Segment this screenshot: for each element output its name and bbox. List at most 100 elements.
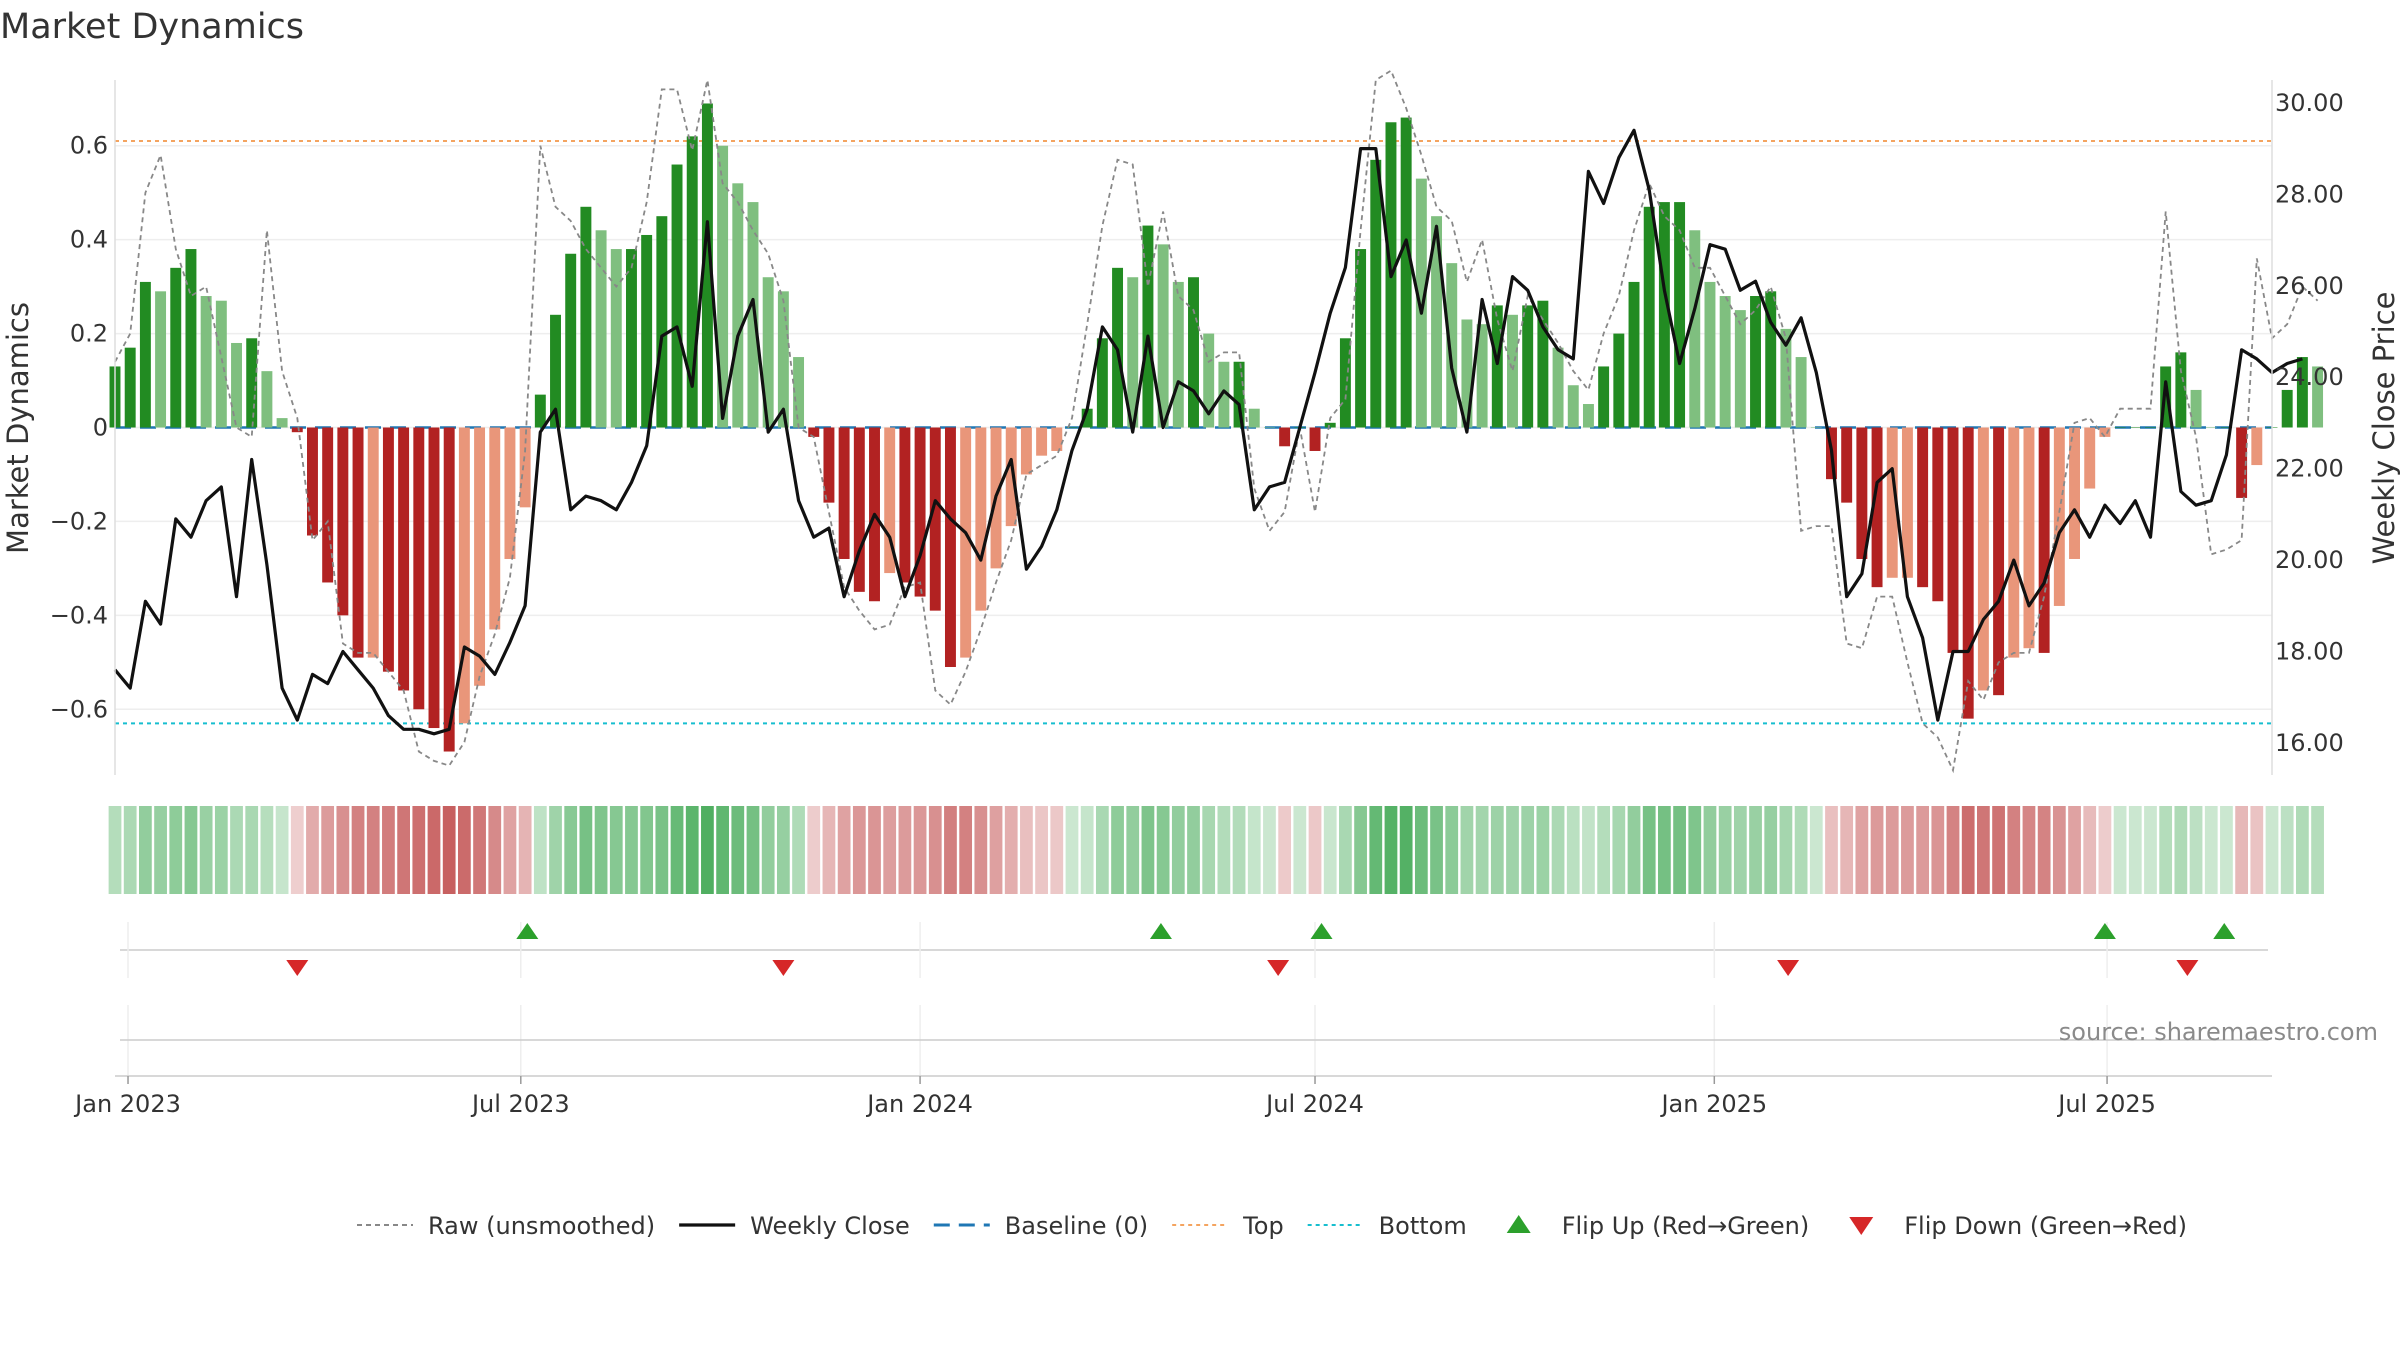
dynamics-bar bbox=[1886, 427, 1898, 578]
legend-item-close: Weekly Close bbox=[679, 1212, 910, 1240]
regime-strip-cell bbox=[1718, 806, 1732, 894]
regime-strip-cell bbox=[290, 806, 304, 894]
regime-strip bbox=[108, 806, 2324, 894]
dynamics-bar bbox=[1020, 427, 1032, 475]
regime-strip-cell bbox=[1080, 806, 1094, 894]
regime-strip-cell bbox=[1551, 806, 1565, 894]
regime-strip-cell bbox=[260, 806, 274, 894]
dynamics-bar bbox=[2069, 427, 2080, 559]
regime-strip-cell bbox=[1597, 806, 1611, 894]
regime-strip-cell bbox=[1202, 806, 1216, 894]
dynamics-bar bbox=[580, 206, 592, 428]
regime-strip-cell bbox=[2113, 806, 2127, 894]
close-line bbox=[113, 128, 2303, 736]
regime-strip-cell bbox=[139, 806, 152, 894]
dynamics-bar bbox=[1947, 427, 1959, 653]
regime-strip-cell bbox=[944, 806, 957, 894]
regime-strip-cell bbox=[1126, 806, 1140, 894]
regime-strip-cell bbox=[837, 806, 851, 894]
dynamics-bar bbox=[1522, 305, 1534, 428]
flip-up-marker bbox=[2213, 923, 2236, 939]
dynamics-bar bbox=[656, 216, 668, 428]
bottom-panel bbox=[115, 1005, 2272, 1077]
regime-strip-cell bbox=[1733, 806, 1747, 894]
regime-strip-cell bbox=[2007, 806, 2021, 894]
dynamics-bar bbox=[2114, 427, 2126, 428]
regime-strip-cell bbox=[1111, 806, 1124, 894]
dynamics-bar bbox=[1066, 427, 1078, 428]
dynamics-bar bbox=[352, 427, 364, 658]
left-tick-label: 0.2 bbox=[70, 320, 108, 348]
dynamics-bar bbox=[1780, 328, 1792, 428]
dynamics-bar bbox=[1461, 319, 1473, 428]
dynamics-bar bbox=[2099, 427, 2111, 437]
legend-label: Top bbox=[1242, 1212, 1284, 1240]
dynamics-bar bbox=[2205, 427, 2217, 428]
legend-item-flipdown: Flip Down (Green→Red) bbox=[1849, 1212, 2187, 1240]
x-axis: Jan 2023 Jul 2023 Jan 2024 Jul 2024 Jan 2025… bbox=[73, 1076, 2156, 1118]
regime-strip-cell bbox=[883, 806, 897, 894]
dynamics-bar bbox=[489, 427, 501, 630]
legend-label: Flip Up (Red→Green) bbox=[1562, 1212, 1810, 1240]
regime-strip-cell bbox=[731, 806, 745, 894]
dynamics-bar bbox=[367, 427, 379, 658]
dynamics-bar bbox=[808, 427, 820, 437]
flip-down-marker bbox=[772, 960, 795, 976]
regime-strip-cell bbox=[1247, 806, 1261, 894]
raw-line-layer bbox=[114, 69, 2319, 774]
regime-strip-cell bbox=[1703, 806, 1717, 894]
regime-strip-cell bbox=[716, 806, 729, 894]
regime-strip-cell bbox=[1916, 806, 1930, 894]
regime-strip-cell bbox=[1020, 806, 1033, 894]
dynamics-bar bbox=[1491, 305, 1503, 428]
dynamics-bar bbox=[929, 427, 941, 611]
legend-label: Weekly Close bbox=[750, 1212, 910, 1240]
dynamics-bar bbox=[215, 300, 227, 428]
regime-strip-cell bbox=[1232, 806, 1246, 894]
regime-strip-cell bbox=[2250, 806, 2264, 894]
regime-strip-cell bbox=[1035, 806, 1048, 894]
dynamics-bar bbox=[1036, 427, 1048, 456]
dynamics-bar bbox=[1507, 314, 1518, 428]
regime-strip-cell bbox=[1855, 806, 1869, 894]
regime-strip-cell bbox=[792, 806, 805, 894]
regime-strip-cell bbox=[1673, 806, 1686, 894]
dynamics-bar bbox=[625, 249, 637, 428]
regime-strip-cell bbox=[1566, 806, 1580, 894]
dynamics-bar bbox=[732, 183, 744, 428]
right-tick-label: 20.00 bbox=[2275, 546, 2344, 574]
dynamics-bar bbox=[1628, 281, 1640, 428]
dynamics-bar bbox=[1795, 357, 1807, 428]
regime-strip-cell bbox=[852, 806, 866, 894]
dynamics-bar bbox=[1172, 281, 1184, 428]
dynamics-bar bbox=[1370, 159, 1382, 428]
dynamics-bar bbox=[1598, 366, 1610, 428]
dynamics-bar bbox=[231, 342, 242, 428]
flip-panel bbox=[120, 922, 2268, 978]
dynamics-bar bbox=[276, 418, 288, 428]
regime-strip-cell bbox=[2144, 806, 2157, 894]
dynamics-bar bbox=[443, 427, 455, 752]
dynamics-bar bbox=[1339, 338, 1351, 428]
dynamics-bar bbox=[1005, 427, 1017, 527]
dynamics-bar bbox=[2251, 427, 2263, 466]
dynamics-bar bbox=[1279, 427, 1291, 447]
dynamics-bar bbox=[1157, 244, 1169, 428]
dynamics-bar bbox=[1096, 338, 1108, 428]
regime-strip-cell bbox=[1384, 806, 1398, 894]
regime-strip-cell bbox=[913, 806, 927, 894]
flip-down-marker bbox=[286, 960, 309, 976]
dynamics-bar bbox=[747, 202, 759, 428]
regime-strip-cell bbox=[1840, 806, 1854, 894]
regime-strip-cell bbox=[1050, 806, 1064, 894]
regime-strip-cell bbox=[1308, 806, 1322, 894]
regime-strip-cell bbox=[108, 806, 122, 894]
dynamics-bar bbox=[1810, 427, 1822, 428]
regime-strip-cell bbox=[2204, 806, 2218, 894]
regime-strip-cell bbox=[1612, 806, 1626, 894]
regime-strip-cell bbox=[533, 806, 547, 894]
dynamics-bar bbox=[1446, 263, 1458, 428]
dynamics-bar bbox=[474, 427, 486, 686]
regime-strip-cell bbox=[2037, 806, 2051, 894]
